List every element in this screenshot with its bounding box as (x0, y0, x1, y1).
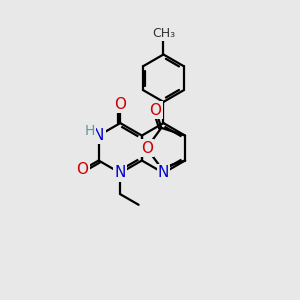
Text: N: N (115, 166, 126, 181)
Text: O: O (141, 140, 153, 155)
Text: O: O (150, 103, 162, 118)
Text: H: H (85, 124, 95, 138)
Text: O: O (114, 97, 126, 112)
Text: CH₃: CH₃ (152, 27, 175, 40)
Text: O: O (76, 162, 88, 177)
Text: N: N (93, 128, 104, 143)
Text: N: N (158, 166, 169, 181)
